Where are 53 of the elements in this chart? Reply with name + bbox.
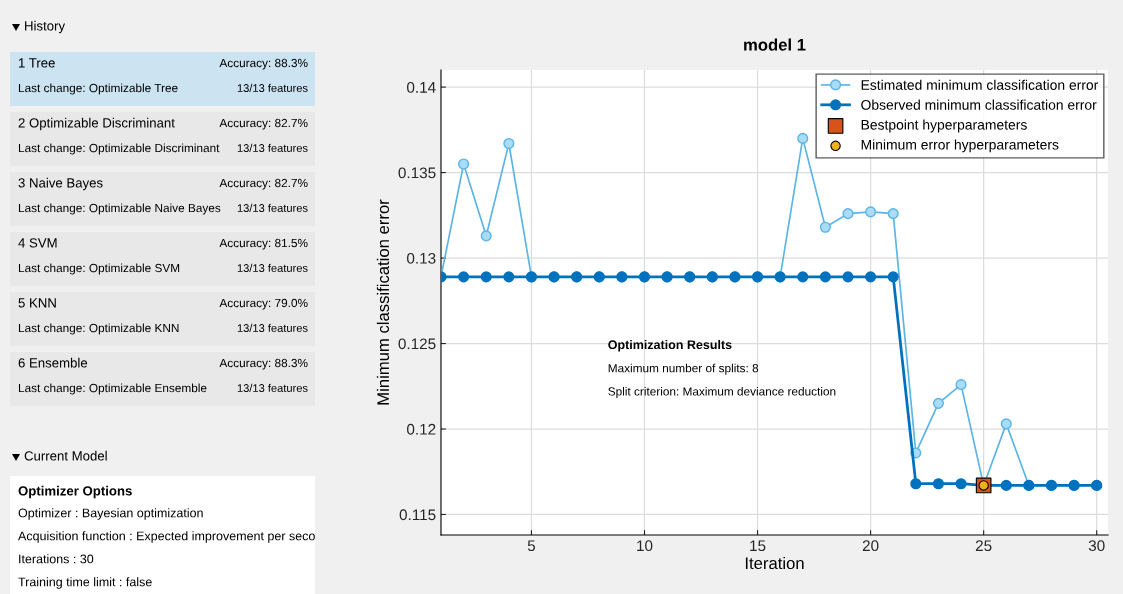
text: 13/13 features bbox=[237, 323, 308, 332]
text: 2 Optimizable Discriminant bbox=[18, 117, 175, 131]
legend-label: Observed minimum classification error bbox=[861, 99, 1097, 110]
text: Accuracy: 88.3% bbox=[219, 358, 308, 370]
chart-title: model 1 bbox=[744, 38, 806, 51]
y-axis-title: Minimum classification error bbox=[376, 199, 390, 405]
text: History bbox=[25, 20, 66, 34]
text: 13/13 features bbox=[237, 383, 308, 392]
text: Optimizer : Bayesian optimization bbox=[18, 508, 203, 520]
x-tick-label: 15 bbox=[750, 540, 766, 552]
y-tick-label: 0.12 bbox=[407, 423, 436, 435]
text: 13/13 features bbox=[237, 263, 308, 272]
x-tick-label: 20 bbox=[862, 540, 879, 552]
text: 13/13 features bbox=[237, 143, 308, 152]
x-tick-label: 25 bbox=[975, 540, 992, 552]
y-tick-label: 0.115 bbox=[399, 509, 436, 521]
legend-label: Estimated minimum classification error bbox=[861, 79, 1099, 90]
text: Last change: Optimizable KNN bbox=[18, 323, 179, 335]
x-tick-label: 5 bbox=[527, 540, 536, 552]
text: 6 Ensemble bbox=[18, 357, 88, 368]
text: Acquisition function : Expected improvement per seco bbox=[18, 531, 315, 543]
annotation: Maximum number of splits: 8 bbox=[608, 363, 759, 375]
y-tick-label: 0.135 bbox=[398, 167, 436, 179]
text: Last change: Optimizable SVM bbox=[18, 263, 180, 275]
text: Training time limit : false bbox=[18, 577, 152, 589]
text: Accuracy: 82.7% bbox=[219, 178, 308, 190]
text: Last change: Optimizable Discriminant bbox=[18, 143, 220, 155]
text: 3 Naive Bayes bbox=[18, 177, 103, 191]
text: Last change: Optimizable Ensemble bbox=[18, 383, 207, 395]
y-tick-label: 0.14 bbox=[407, 81, 436, 93]
text: Last change: Optimizable Tree bbox=[18, 83, 178, 95]
y-tick-label: 0.125 bbox=[398, 338, 436, 350]
x-axis-title: Iteration bbox=[745, 556, 804, 570]
annotation: Split criterion: Maximum deviance reduction bbox=[608, 386, 836, 398]
text: Accuracy: 79.0% bbox=[219, 298, 308, 310]
annotation: Optimization Results bbox=[608, 339, 732, 352]
x-tick-label: 30 bbox=[1088, 540, 1105, 552]
text: Accuracy: 88.3% bbox=[219, 58, 308, 70]
legend-label: Bestpoint hyperparameters bbox=[861, 119, 1027, 133]
text: Accuracy: 82.7% bbox=[219, 118, 308, 130]
text: 4 SVM bbox=[18, 238, 57, 248]
x-tick-label: 10 bbox=[637, 540, 653, 552]
text: 13/13 features bbox=[237, 203, 308, 212]
y-tick-label: 0.13 bbox=[407, 252, 436, 264]
text: Accuracy: 81.5% bbox=[219, 238, 308, 250]
text: Current Model bbox=[24, 450, 107, 461]
text: 13/13 features bbox=[237, 83, 308, 92]
text: 1 Tree bbox=[19, 58, 55, 68]
legend-label: Minimum error hyperparameters bbox=[861, 139, 1059, 153]
text: 5 KNN bbox=[18, 298, 56, 308]
text: Last change: Optimizable Naive Bayes bbox=[18, 203, 221, 215]
text: Optimizer Options bbox=[18, 485, 132, 499]
text: Iterations : 30 bbox=[19, 554, 94, 564]
